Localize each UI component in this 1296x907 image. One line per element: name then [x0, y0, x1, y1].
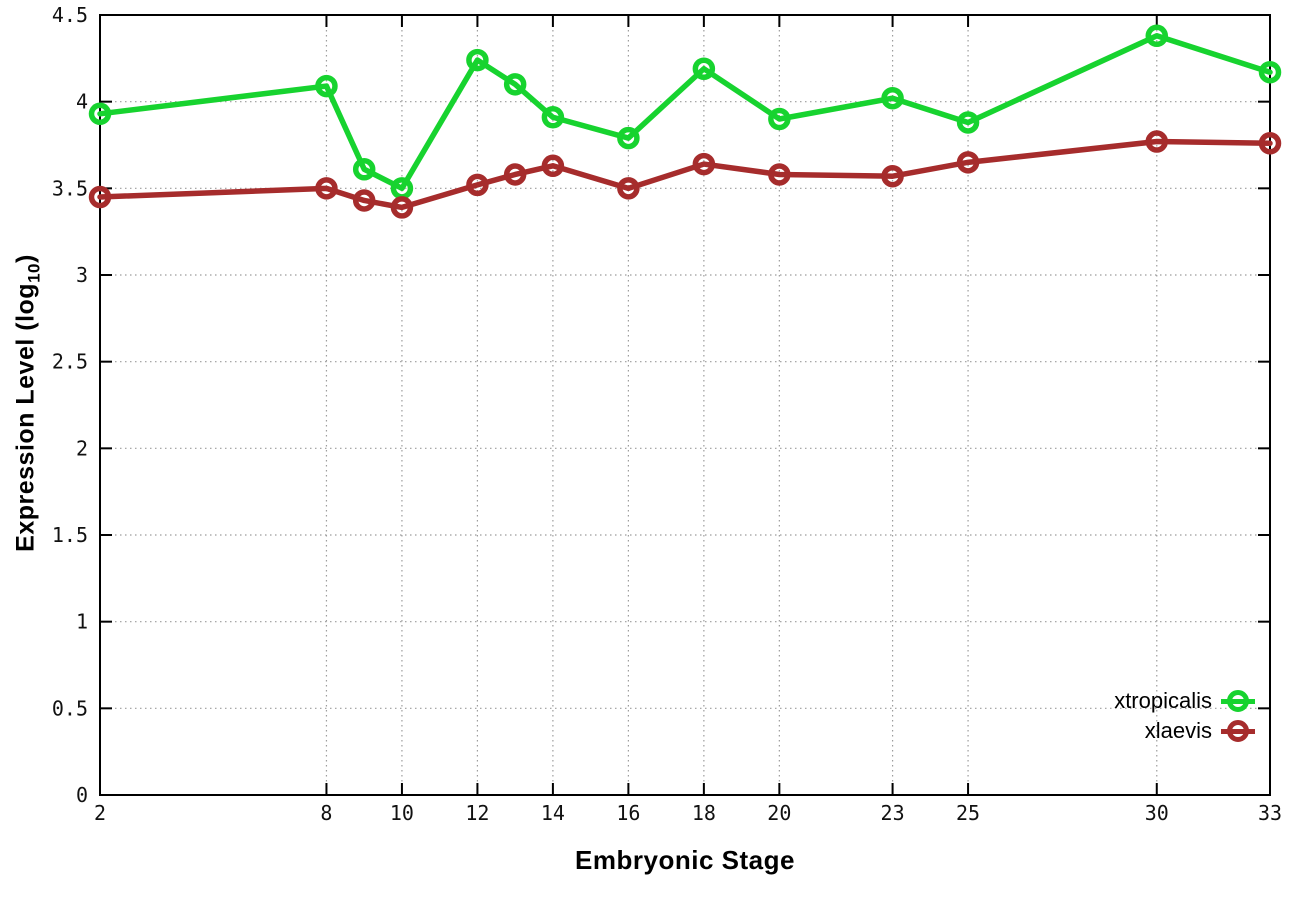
x-tick-label: 20	[767, 801, 791, 825]
data-point-xtropicalis	[466, 48, 489, 72]
x-tick-label: 8	[320, 801, 332, 825]
x-tick-label: 18	[692, 801, 716, 825]
legend-marker-xlaevis	[1221, 718, 1255, 744]
x-tick-label: 30	[1145, 801, 1169, 825]
x-tick-label: 16	[616, 801, 640, 825]
x-tick-label: 12	[465, 801, 489, 825]
y-tick-label: 1	[76, 610, 88, 634]
data-point-xtropicalis	[88, 102, 112, 126]
x-tick-label: 2	[94, 801, 106, 825]
legend-item-xlaevis: xlaevis	[1114, 716, 1255, 746]
x-tick-label: 14	[541, 801, 565, 825]
x-tick-label: 25	[956, 801, 980, 825]
y-tick-label: 2.5	[52, 350, 88, 374]
data-point-xtropicalis	[1145, 24, 1169, 48]
legend: xtropicalis xlaevis	[1114, 686, 1255, 746]
legend-label-xlaevis: xlaevis	[1144, 718, 1212, 743]
x-tick-label: 10	[390, 801, 414, 825]
legend-item-xtropicalis: xtropicalis	[1114, 686, 1255, 716]
legend-marker-xtropicalis	[1221, 688, 1255, 714]
x-tick-label: 33	[1258, 801, 1282, 825]
data-point-xtropicalis	[692, 57, 716, 80]
y-tick-label: 3	[76, 263, 88, 287]
y-axis-title-subscript: 10	[24, 262, 44, 283]
data-point-xtropicalis	[352, 158, 376, 181]
data-point-xlaevis	[541, 154, 565, 178]
data-point-xlaevis	[503, 163, 527, 186]
data-point-xlaevis	[315, 177, 338, 200]
data-point-xlaevis	[956, 151, 980, 174]
series-line-xlaevis	[97, 138, 1273, 211]
data-point-xtropicalis	[768, 107, 791, 131]
data-point-xlaevis	[881, 164, 904, 188]
y-tick-label: 0	[76, 783, 88, 807]
series-line-xtropicalis	[97, 33, 1273, 192]
y-tick-label: 4.5	[52, 3, 88, 27]
y-tick-label: 2	[76, 436, 88, 460]
data-point-xlaevis	[1145, 130, 1169, 153]
plot-border	[99, 14, 1271, 796]
data-point-xlaevis	[617, 177, 640, 200]
data-point-xlaevis	[466, 173, 489, 197]
open-circle-marker-icon	[1227, 690, 1249, 712]
data-point-xlaevis	[768, 163, 791, 186]
data-point-xtropicalis	[541, 106, 565, 129]
data-point-xlaevis	[88, 185, 112, 209]
x-axis-title: Embryonic Stage	[575, 845, 795, 875]
data-point-xlaevis	[390, 196, 414, 219]
data-point-xlaevis	[692, 152, 716, 176]
data-point-xtropicalis	[1258, 60, 1282, 84]
y-axis-title-close: )	[11, 254, 40, 263]
data-point-xtropicalis	[315, 74, 338, 98]
y-tick-label: 4	[76, 90, 88, 114]
data-point-xtropicalis	[503, 73, 527, 96]
data-point-xtropicalis	[617, 126, 640, 150]
y-tick-label: 1.5	[52, 523, 88, 547]
data-point-xlaevis	[352, 189, 376, 212]
data-point-xtropicalis	[881, 86, 904, 110]
y-tick-label: 3.5	[52, 176, 88, 200]
y-axis-title: Expression Level (log10)	[11, 254, 44, 552]
data-point-xtropicalis	[956, 111, 980, 134]
x-tick-label: 23	[881, 801, 905, 825]
y-tick-label: 0.5	[52, 696, 88, 720]
legend-label-xtropicalis: xtropicalis	[1114, 688, 1212, 713]
y-axis-title-text: Expression Level (log	[11, 282, 40, 552]
data-point-xlaevis	[1258, 132, 1282, 155]
open-circle-marker-icon	[1227, 720, 1249, 742]
